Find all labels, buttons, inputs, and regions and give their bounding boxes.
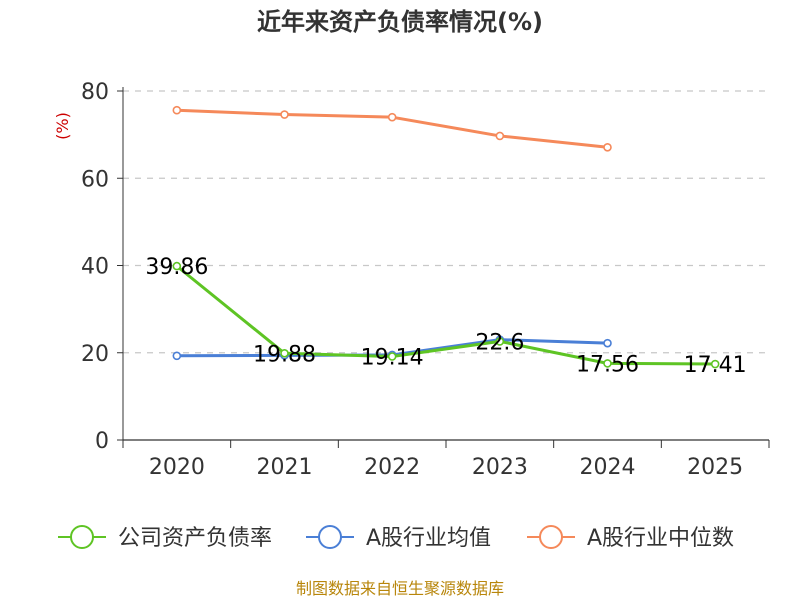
y-tick-label-20: 20 bbox=[81, 342, 109, 367]
point-s0-2021 bbox=[280, 348, 289, 358]
point-s2-2022 bbox=[387, 112, 397, 122]
data-label-2021: 19.88 bbox=[253, 342, 316, 367]
point-s2-2024 bbox=[603, 142, 612, 152]
y-tick-label-40: 40 bbox=[81, 255, 109, 280]
x-tick-label-2024: 2024 bbox=[580, 455, 636, 480]
axes: 0 20 40 60 80 2020 2021 2022 2023 2024 2025 bbox=[81, 80, 770, 480]
point-s1-2024 bbox=[603, 338, 612, 348]
point-s2-2021 bbox=[280, 110, 289, 119]
legend-label-2: A股行业中位数 bbox=[587, 526, 734, 551]
x-tick-label-2025: 2025 bbox=[687, 455, 743, 480]
data-label-2023: 22.6 bbox=[475, 330, 524, 355]
point-s1-2020 bbox=[172, 351, 182, 361]
point-s0-2022 bbox=[387, 352, 397, 361]
x-tick-label-2022: 2022 bbox=[364, 455, 420, 480]
y-tick-label-80: 80 bbox=[81, 80, 109, 105]
data-label-2025: 17.41 bbox=[684, 353, 747, 378]
legend-label-0: 公司资产负债率 bbox=[118, 526, 272, 551]
chart-title: 近年来资产负债率情况(%) bbox=[257, 8, 543, 36]
legend-label-1: A股行业均值 bbox=[366, 526, 491, 551]
data-label-2020: 39.86 bbox=[145, 255, 208, 280]
series-line-0 bbox=[175, 264, 716, 366]
point-s0-2020 bbox=[172, 261, 182, 271]
legend-marker-2 bbox=[539, 525, 563, 549]
legend-marker-1 bbox=[318, 525, 342, 549]
point-s0-2024 bbox=[603, 359, 612, 368]
data-label-2022: 19.14 bbox=[361, 346, 424, 371]
legend: 公司资产负债率 A股行业均值 A股行业中位数 bbox=[58, 525, 734, 551]
point-s0-2023 bbox=[495, 337, 505, 346]
x-tick-label-2021: 2021 bbox=[257, 455, 313, 480]
gridlines bbox=[123, 90, 769, 354]
point-s2-2020 bbox=[172, 105, 182, 115]
x-tick-label-2023: 2023 bbox=[472, 455, 528, 480]
data-labels: 39.86 19.88 19.14 22.6 17.56 17.41 bbox=[145, 255, 746, 378]
data-label-2024: 17.56 bbox=[576, 352, 639, 377]
y-tick-label-60: 60 bbox=[81, 167, 109, 192]
y-axis-unit: (%) bbox=[53, 112, 72, 140]
legend-marker-0 bbox=[70, 525, 94, 549]
source-note: 制图数据来自恒生聚源数据库 bbox=[296, 579, 504, 598]
point-s2-2023 bbox=[495, 131, 505, 141]
x-tick-label-2020: 2020 bbox=[149, 455, 205, 480]
point-s0-2025 bbox=[710, 359, 720, 369]
series-group bbox=[172, 105, 720, 369]
y-tick-label-0: 0 bbox=[95, 429, 109, 454]
